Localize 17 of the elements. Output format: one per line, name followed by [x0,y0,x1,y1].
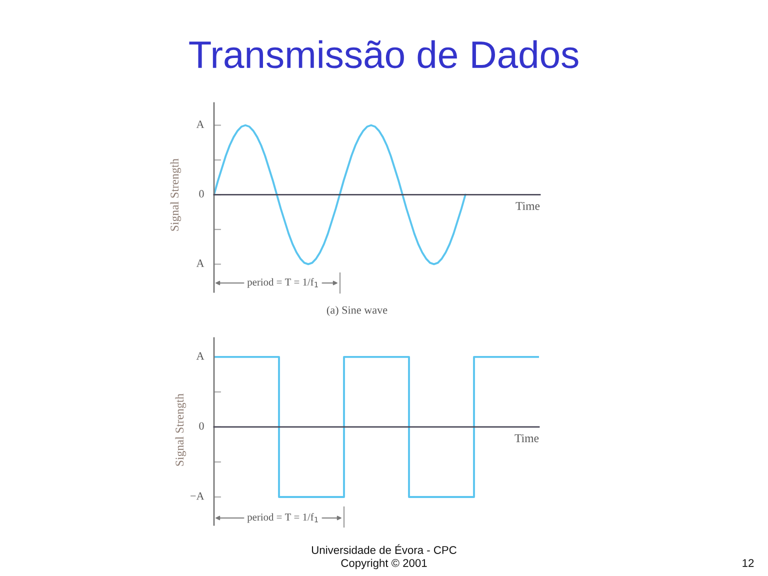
text: 0 [199,422,204,430]
text: Universidade de Évora - CPC [312,544,456,554]
text: Copyright © 2001 [341,558,427,570]
text: A [196,260,204,267]
text: period = T = 1/f$_{1}$ [247,278,318,288]
x-axis-title: Time [514,434,539,442]
chart-title: Transmissão de Dados [189,40,578,68]
x-axis-title: Time [516,202,540,210]
text: 0 [199,190,204,198]
text: (a) Sine wave [326,306,388,316]
y-axis-title: Signal Strength [170,158,181,231]
text: 12 [742,559,754,567]
y-axis-title: Signal Strength [175,394,186,466]
text: A [196,352,204,360]
text: period = T = 1/f$_{1}$ [247,513,318,523]
text: −A [190,492,204,500]
text: A [196,120,204,128]
